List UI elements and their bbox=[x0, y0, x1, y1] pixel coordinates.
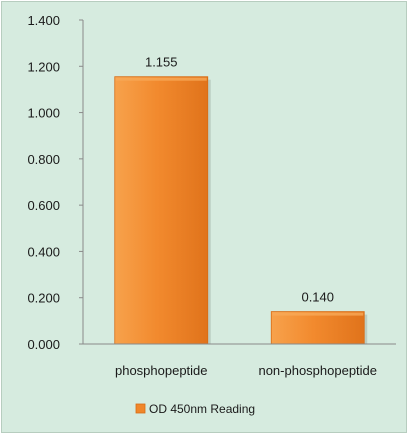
x-axis-labels: phosphopeptide non-phosphopeptide bbox=[115, 363, 377, 378]
y-tick-label: 1.000 bbox=[27, 106, 60, 121]
y-tick-label: 0.800 bbox=[27, 152, 60, 167]
bar-highlight bbox=[272, 312, 364, 316]
y-tick-label: 0.400 bbox=[27, 244, 60, 259]
y-tick-label: 0.200 bbox=[27, 291, 60, 306]
bar-value-label: 0.140 bbox=[301, 290, 334, 305]
bars: 1.155 0.140 bbox=[114, 55, 368, 345]
y-axis-ticks: 0.000 0.200 0.400 0.600 0.800 1.000 1.200 1.400 bbox=[27, 13, 83, 352]
y-tick-label: 1.200 bbox=[27, 59, 60, 74]
bar-phosphopeptide bbox=[114, 76, 209, 345]
x-tick-label: phosphopeptide bbox=[115, 363, 208, 378]
y-tick-label: 0.600 bbox=[27, 198, 60, 213]
legend: OD 450nm Reading bbox=[135, 402, 255, 416]
bar-non-phosphopeptide bbox=[270, 311, 365, 345]
x-tick-label: non-phosphopeptide bbox=[258, 363, 377, 378]
bar-value-label: 1.155 bbox=[145, 55, 178, 70]
legend-swatch bbox=[135, 403, 146, 414]
y-tick-label: 1.400 bbox=[27, 13, 60, 28]
y-tick-label: 0.000 bbox=[27, 337, 60, 352]
legend-label: OD 450nm Reading bbox=[149, 402, 255, 416]
bar-highlight bbox=[115, 77, 207, 81]
